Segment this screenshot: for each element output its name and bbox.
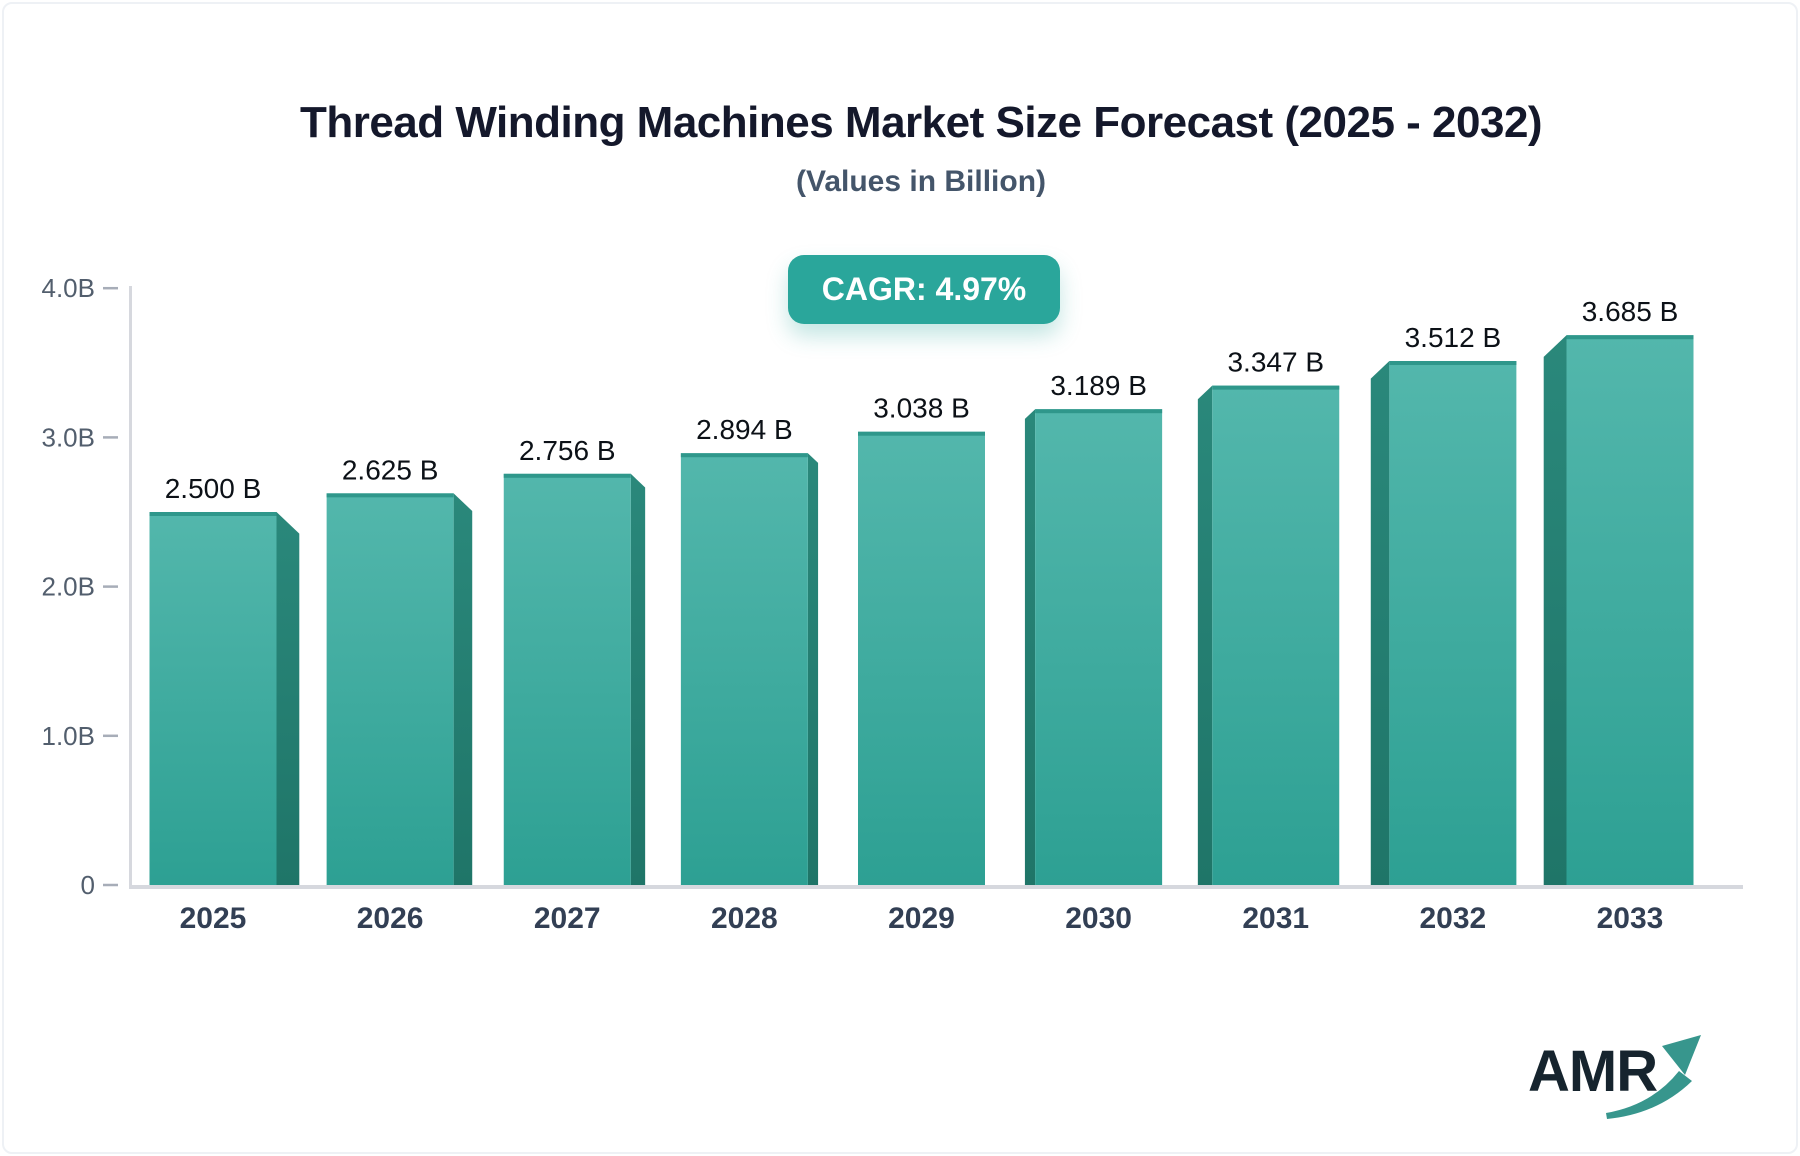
bar-top-edge [1035, 409, 1163, 414]
bar-2026 [326, 493, 454, 885]
bar-value-label: 3.189 B [1050, 370, 1147, 401]
bar-value-label: 2.756 B [519, 435, 616, 466]
y-tick-label: 3.0B [42, 422, 96, 452]
bar-value-label: 2.894 B [696, 414, 793, 445]
y-tick-label: 4.0B [42, 273, 96, 303]
cagr-badge-label: CAGR: 4.97% [821, 271, 1027, 307]
chart-title: Thread Winding Machines Market Size Fore… [299, 98, 1543, 147]
y-tick-label: 2.0B [42, 572, 96, 602]
bar-top-edge [503, 473, 631, 478]
bar-top-edge [1566, 335, 1694, 340]
x-axis-label: 2031 [1242, 902, 1309, 935]
bar-value-label: 2.625 B [342, 454, 439, 485]
bar-2028 [680, 453, 808, 885]
bar-side-face [276, 512, 300, 885]
growth-arrow-icon [1606, 1035, 1701, 1119]
bar-side-face [1197, 385, 1213, 885]
bar-value-label: 2.500 B [165, 473, 262, 504]
bar-value-label: 3.685 B [1582, 296, 1679, 327]
amr-logo-text: AMR [1528, 1039, 1658, 1104]
bar-value-label: 3.038 B [873, 393, 970, 424]
bar-value-label: 3.347 B [1227, 347, 1324, 378]
x-axis-label: 2027 [534, 902, 601, 935]
bar-side-face [453, 493, 473, 885]
bar-2033 [1566, 335, 1694, 885]
x-axis-label: 2028 [711, 902, 778, 935]
bar-2029 [858, 431, 985, 885]
bar-value-label: 3.512 B [1405, 322, 1502, 353]
cagr-badge: CAGR: 4.97% [788, 255, 1060, 324]
y-tick-label: 1.0B [42, 721, 96, 751]
y-tick-label: 0 [81, 870, 95, 900]
bar-top-edge [858, 431, 985, 436]
bar-2031 [1212, 385, 1340, 885]
bar-top-edge [149, 512, 277, 516]
bar-side-face [807, 453, 819, 885]
bar-side-face [1543, 335, 1567, 885]
x-axis-label: 2025 [180, 902, 247, 935]
x-axis-label: 2029 [888, 902, 955, 935]
bar-top-edge [1212, 385, 1340, 390]
x-axis-label: 2026 [357, 902, 424, 935]
bar-side-face [1370, 361, 1390, 885]
bar-2027 [503, 473, 631, 885]
bar-2030 [1035, 409, 1163, 885]
x-axis-label: 2030 [1065, 902, 1132, 935]
bar-side-face [1024, 409, 1036, 885]
bar-2032 [1389, 361, 1517, 885]
amr-logo: AMR [1528, 1030, 1728, 1140]
bar-top-edge [680, 453, 808, 458]
bar-top-edge [1389, 361, 1517, 366]
chart-subtitle: (Values in Billion) [795, 165, 1047, 198]
bar-top-edge [326, 493, 454, 498]
x-axis-label: 2033 [1597, 902, 1664, 935]
x-axis-label: 2032 [1420, 902, 1487, 935]
bar-side-face [630, 473, 646, 885]
bar-2025 [149, 512, 277, 885]
